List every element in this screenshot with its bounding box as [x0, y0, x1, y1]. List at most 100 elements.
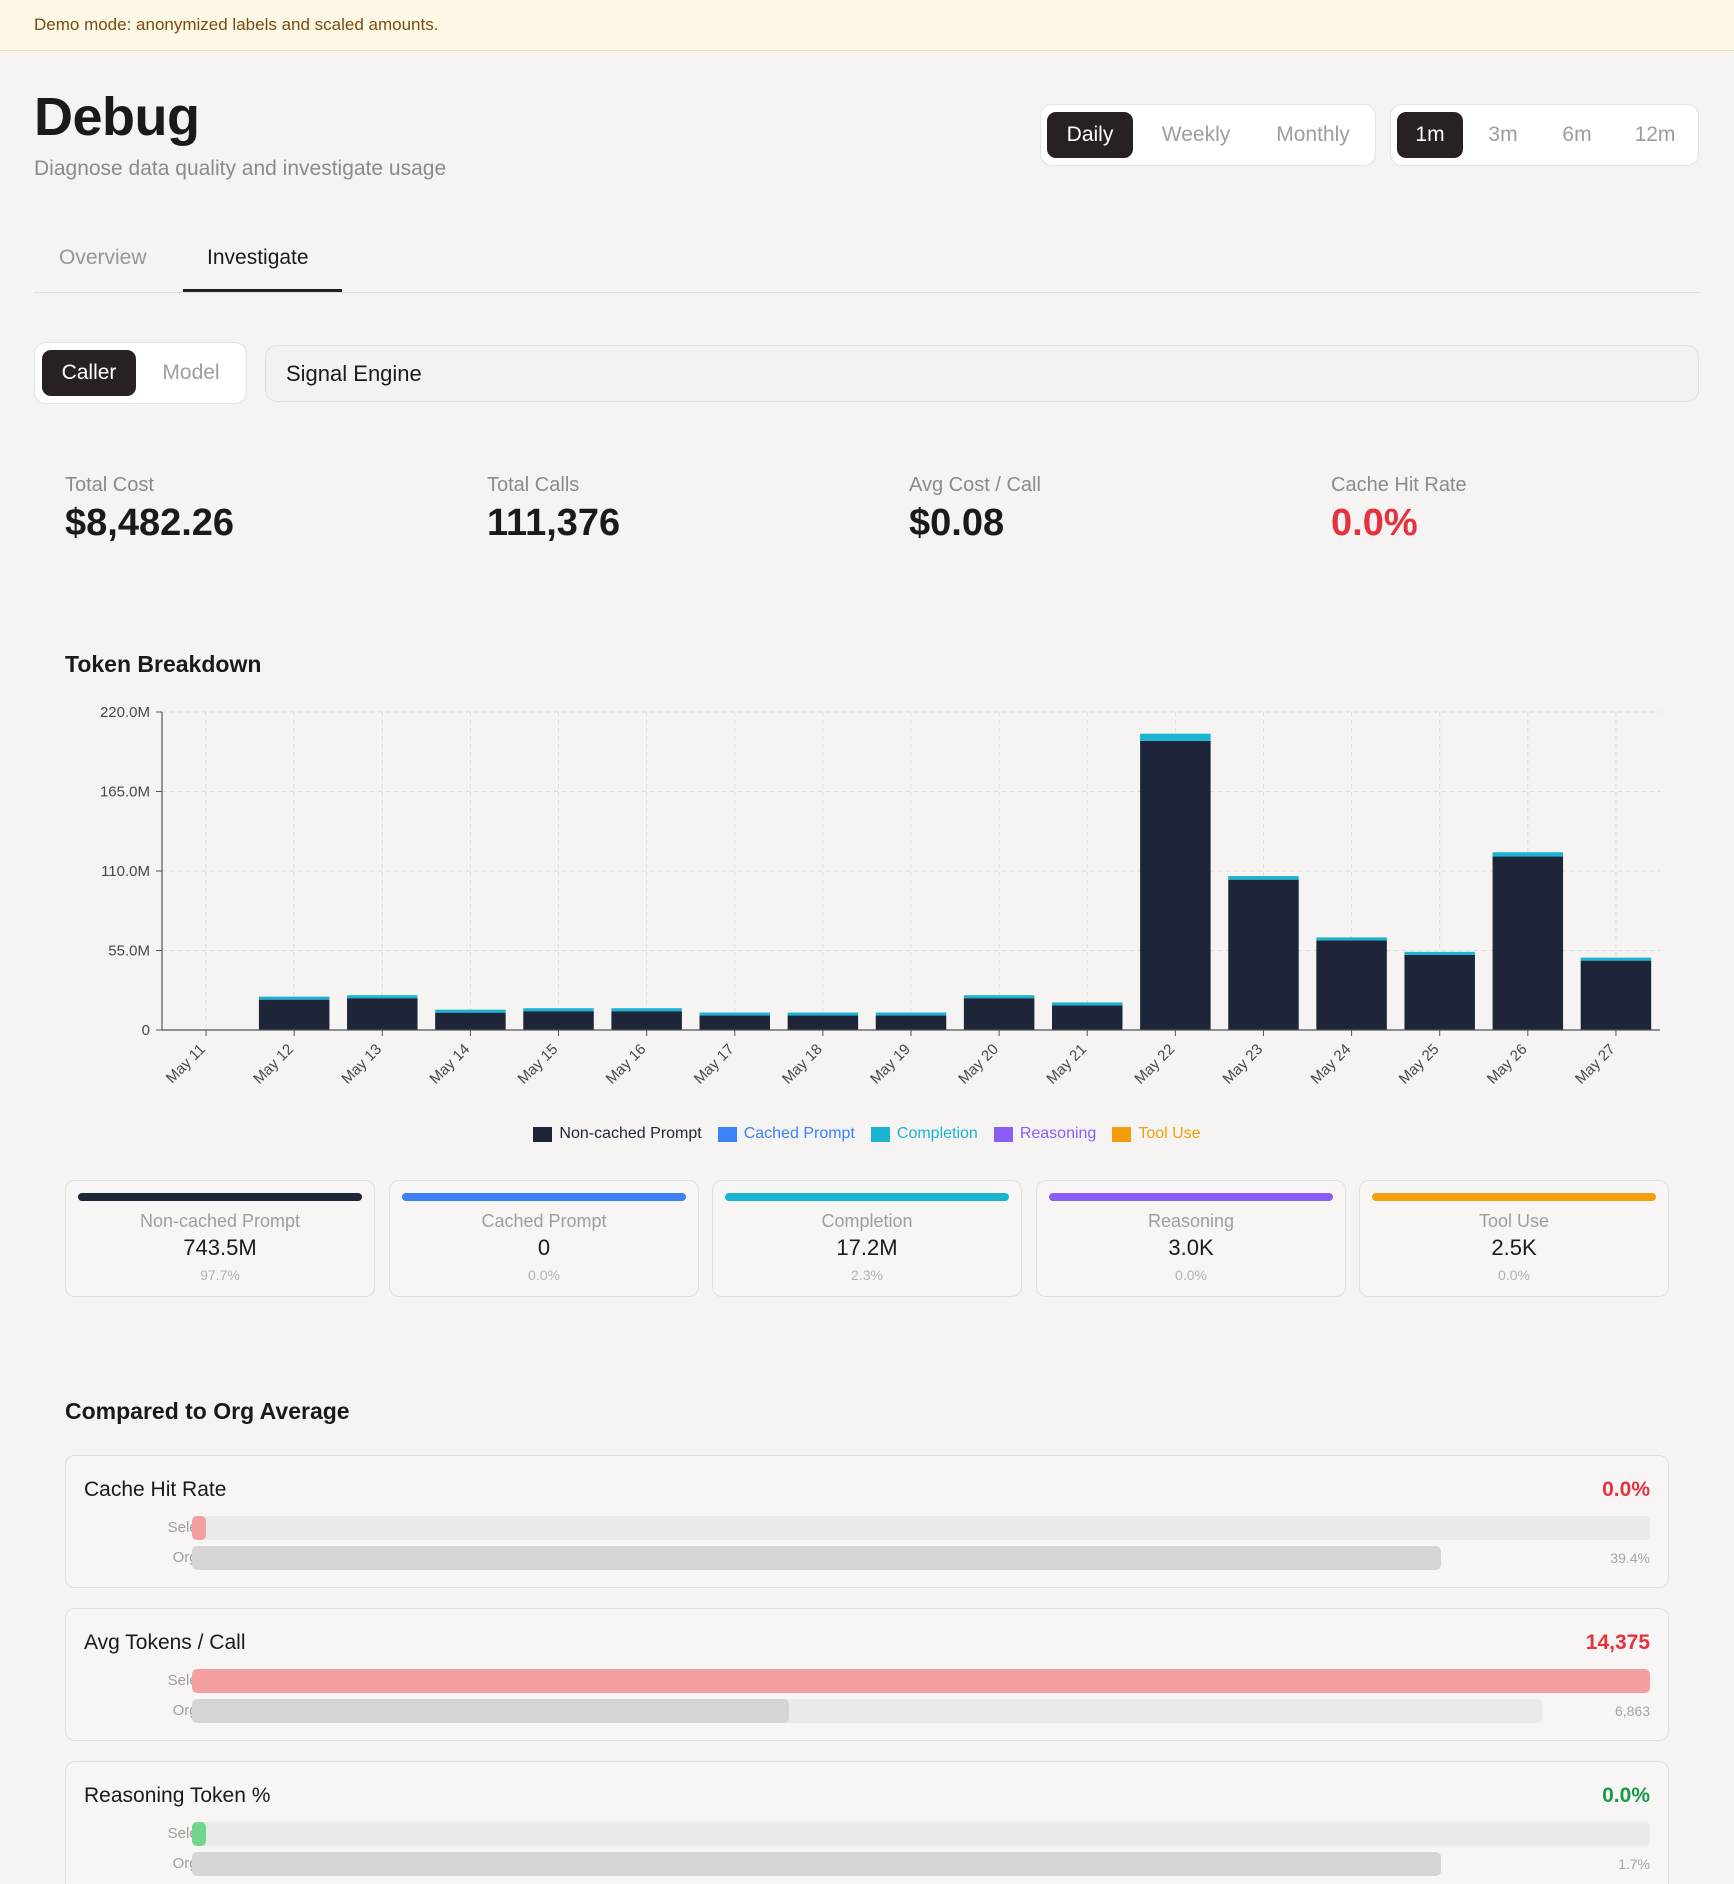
legend-completion[interactable]: Completion [870, 1125, 978, 1143]
comparison-card-value: 14,375 [1585, 1631, 1650, 1654]
x-tick-label: May 18 [779, 1041, 826, 1088]
x-tick-label: May 12 [250, 1041, 297, 1088]
kpi-total-cost-label: Total Cost [65, 474, 154, 496]
legend-noncached-label: Non-cached Prompt [559, 1125, 702, 1142]
comparison-card-title: Cache Hit Rate [84, 1478, 227, 1501]
bar-non-cached-prompt [1316, 940, 1387, 1030]
kpi-avg-cost-value: $0.08 [909, 502, 1005, 544]
comparison-card-title: Reasoning Token % [84, 1784, 271, 1807]
kpi-avg-cost-label: Avg Cost / Call [909, 474, 1041, 496]
x-tick-label: May 15 [515, 1041, 562, 1088]
kpi-total-calls-label: Total Calls [487, 474, 580, 496]
org-avg-value: 1.7% [1618, 1856, 1650, 1872]
y-tick-label: 165.0M [100, 784, 150, 801]
stat-card-percent: 0.0% [1175, 1267, 1207, 1283]
bar-completion [258, 996, 330, 1000]
granularity-daily-button[interactable]: Daily [1047, 112, 1133, 158]
bar-completion [699, 1012, 771, 1016]
bar-completion [1404, 951, 1475, 955]
selected-bar-track [192, 1822, 1650, 1846]
stat-card-value: 3.0K [1168, 1235, 1214, 1260]
selected-bar-fill [192, 1516, 206, 1540]
stat-card-completion: Completion 17.2M 2.3% [712, 1180, 1022, 1297]
bar-non-cached-prompt [523, 1011, 594, 1030]
bar-non-cached-prompt [1051, 1005, 1123, 1030]
stat-card-noncached: Non-cached Prompt 743.5M 97.7% [65, 1180, 375, 1297]
stat-card-cached: Cached Prompt 0 0.0% [389, 1180, 699, 1297]
bar-completion [347, 995, 418, 999]
org-bar-track [192, 1852, 1542, 1876]
caller-select[interactable]: Signal Engine [265, 345, 1699, 402]
filter-model-button[interactable]: Model [162, 361, 220, 384]
x-tick-label: May 22 [1131, 1041, 1178, 1088]
tab-investigate[interactable]: Investigate [207, 246, 309, 269]
range-1m-button[interactable]: 1m [1397, 112, 1463, 158]
stat-card-color-bar [1372, 1193, 1656, 1201]
stat-card-label: Reasoning [1147, 1211, 1235, 1231]
comparison-card-reasoning: Reasoning Token % 0.0% Selected Org avg … [65, 1761, 1669, 1884]
kpi-cache-hit-value: 0.0% [1331, 502, 1418, 544]
stat-card-value: 0 [537, 1235, 551, 1260]
bar-completion [875, 1012, 947, 1016]
x-tick-label: May 24 [1308, 1041, 1355, 1088]
x-tick-label: May 23 [1219, 1041, 1266, 1088]
bar-completion [523, 1008, 594, 1012]
x-tick-label: May 19 [867, 1041, 914, 1088]
x-tick-label: May 20 [955, 1041, 1002, 1088]
legend-cached-swatch [717, 1126, 737, 1142]
legend-cached[interactable]: Cached Prompt [717, 1125, 855, 1143]
filter-caller-button[interactable]: Caller [42, 350, 136, 396]
legend-reasoning-label: Reasoning [1019, 1125, 1097, 1142]
bar-completion [1228, 876, 1299, 880]
comparison-title: Compared to Org Average [65, 1398, 350, 1424]
bar-non-cached-prompt [1228, 879, 1299, 1030]
stat-card-percent: 97.7% [200, 1267, 240, 1283]
demo-banner: Demo mode: anonymized labels and scaled … [0, 0, 1734, 51]
legend-tooluse-label: Tool Use [1138, 1125, 1201, 1142]
legend-completion-swatch [870, 1126, 890, 1142]
tab-overview[interactable]: Overview [59, 246, 147, 269]
org-bar-fill [192, 1699, 789, 1723]
stat-card-percent: 2.3% [851, 1267, 883, 1283]
token-breakdown-chart: 0 55.0M 110.0M 165.0M 220.0M May 11 May 12 May … [100, 704, 1660, 1088]
page-subtitle: Diagnose data quality and investigate us… [34, 157, 447, 180]
demo-banner-text: Demo mode: anonymized labels and scaled … [34, 15, 439, 34]
comparison-card-cache-hit: Cache Hit Rate 0.0% Selected Org avg 39.… [65, 1455, 1669, 1588]
bar-non-cached-prompt [699, 1015, 771, 1030]
tabs-divider [34, 292, 1699, 293]
bar-completion [1140, 733, 1211, 741]
org-bar-fill [192, 1546, 1441, 1570]
range-toggle: 1m 3m 6m 12m [1390, 104, 1699, 166]
selected-bar-fill [192, 1822, 206, 1846]
stat-card-color-bar [78, 1193, 362, 1201]
y-tick-label: 0 [142, 1022, 150, 1039]
legend-reasoning[interactable]: Reasoning [993, 1125, 1097, 1143]
kpi-cache-hit-label: Cache Hit Rate [1331, 474, 1467, 496]
legend-noncached[interactable]: Non-cached Prompt [533, 1125, 702, 1143]
x-tick-label: May 13 [338, 1041, 385, 1088]
range-3m-button[interactable]: 3m [1488, 123, 1518, 146]
stat-card-color-bar [725, 1193, 1009, 1201]
bar-non-cached-prompt [347, 998, 418, 1030]
legend-tooluse[interactable]: Tool Use [1112, 1125, 1201, 1143]
granularity-toggle: Daily Weekly Monthly [1040, 104, 1376, 166]
granularity-monthly-button[interactable]: Monthly [1276, 123, 1350, 146]
filter-mode-toggle: Caller Model [34, 342, 247, 404]
bar-non-cached-prompt [1404, 954, 1475, 1030]
stat-card-tooluse: Tool Use 2.5K 0.0% [1359, 1180, 1669, 1297]
x-tick-label: May 25 [1396, 1041, 1443, 1088]
range-12m-button[interactable]: 12m [1634, 123, 1676, 146]
selected-bar-track [192, 1669, 1650, 1693]
org-bar-fill [192, 1852, 1441, 1876]
stat-card-value: 2.5K [1491, 1235, 1537, 1260]
stat-card-label: Tool Use [1478, 1211, 1550, 1231]
range-6m-button[interactable]: 6m [1562, 123, 1592, 146]
legend-tooluse-swatch [1112, 1126, 1132, 1142]
granularity-weekly-button[interactable]: Weekly [1161, 123, 1231, 146]
stat-card-label: Non-cached Prompt [139, 1211, 301, 1231]
bar-non-cached-prompt [435, 1012, 506, 1030]
legend-noncached-swatch [533, 1126, 553, 1142]
kpi-total-calls-value: 111,376 [487, 502, 621, 544]
x-tick-label: May 21 [1043, 1041, 1090, 1088]
org-avg-value: 39.4% [1610, 1550, 1650, 1566]
